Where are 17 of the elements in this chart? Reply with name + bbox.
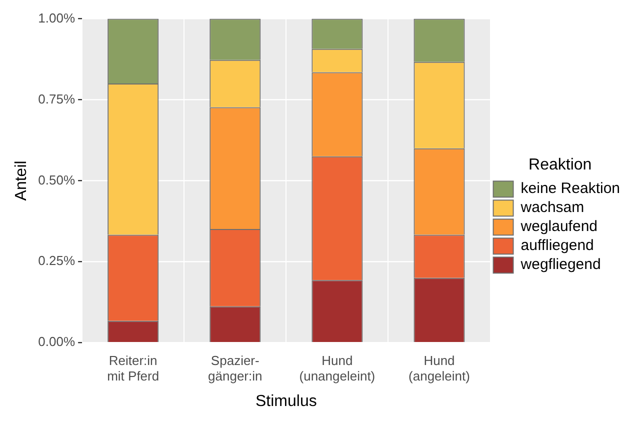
y-tick-label: 0.25% xyxy=(38,253,76,268)
x-tick-label: Reiter:in mit Pferd xyxy=(107,352,160,384)
legend-label: keine Reaktion xyxy=(520,180,620,198)
x-tick-label: Hund (angeleint) xyxy=(408,352,470,384)
y-tick-label: 0.50% xyxy=(38,172,76,188)
y-tick-label: 0.75% xyxy=(38,91,76,106)
x-tick-label: Hund (unangeleint) xyxy=(299,352,376,384)
x-tick-label: Spazier- gänger:in xyxy=(208,352,262,384)
legend-label: weglaufend xyxy=(520,218,598,236)
legend-label: wachsam xyxy=(520,199,584,216)
y-tick-label: 1.00% xyxy=(38,10,76,26)
y-axis-title: Anteil xyxy=(13,160,30,201)
legend-label: auffliegend xyxy=(520,237,594,254)
legend-title: Reaktion xyxy=(528,156,592,174)
x-axis-title: Stimulus xyxy=(255,392,317,410)
y-tick-label: 0.00% xyxy=(38,334,76,350)
legend-label: wegfliegend xyxy=(520,256,601,274)
